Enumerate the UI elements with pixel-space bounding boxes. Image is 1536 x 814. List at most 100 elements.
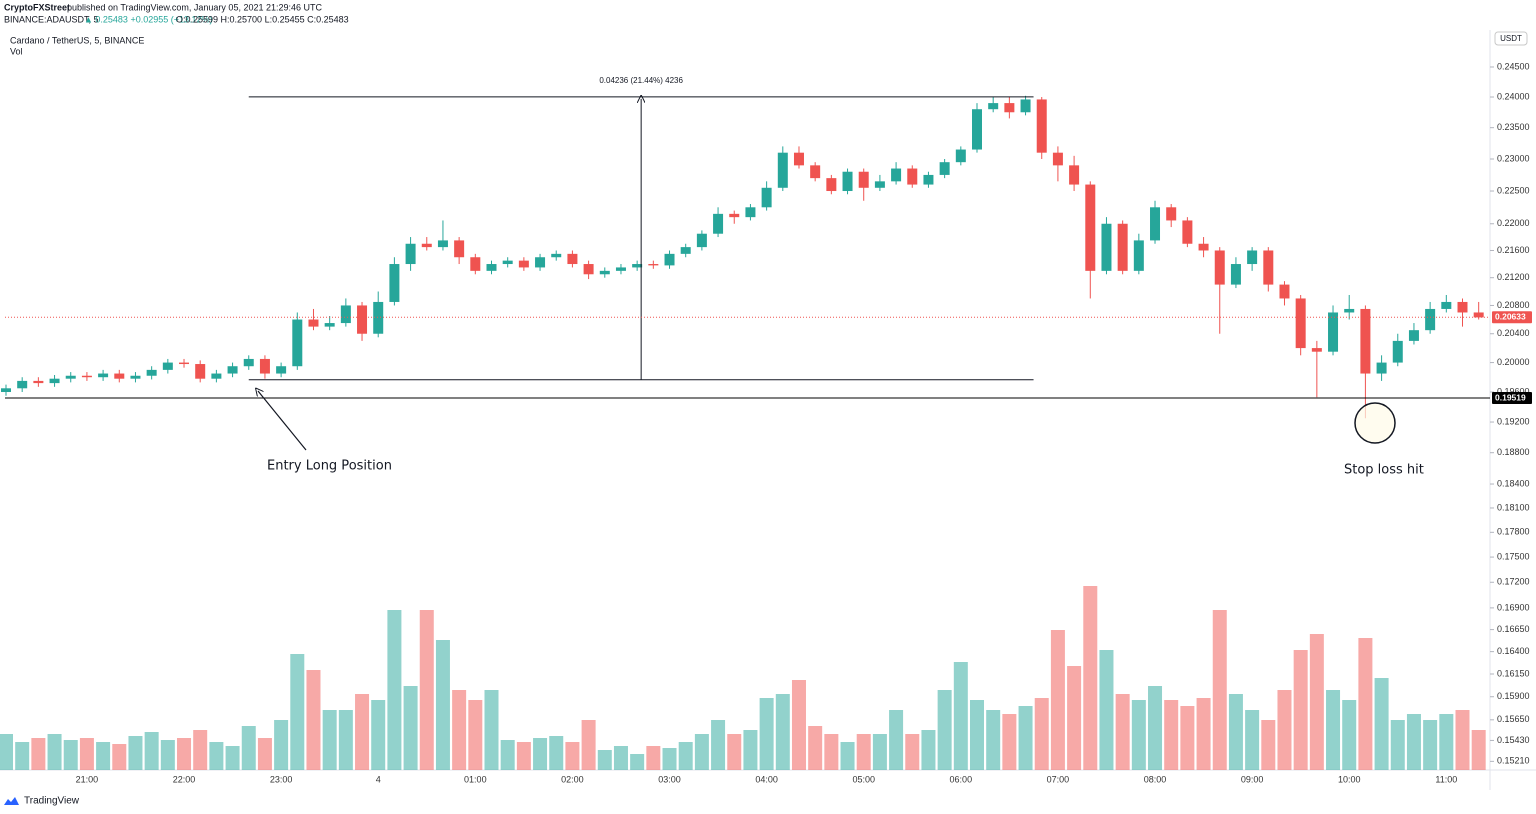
volume-bar <box>711 720 726 770</box>
volume-bar <box>565 742 580 770</box>
candle-body <box>1392 340 1403 363</box>
y-tick-label: 0.21600 <box>1497 245 1530 255</box>
candle-body <box>211 373 222 379</box>
volume-bar <box>63 740 78 770</box>
volume-bar <box>856 734 871 770</box>
volume-bar <box>1228 694 1243 770</box>
volume-bar <box>1471 730 1486 770</box>
candle-body <box>1311 348 1322 352</box>
volume-bar <box>419 610 434 770</box>
candle-body <box>891 168 902 182</box>
candle-body <box>1441 301 1452 309</box>
candle-body <box>777 152 788 188</box>
volume-bar <box>937 690 952 770</box>
candle-body <box>842 171 853 192</box>
x-tick-label: 22:00 <box>173 774 196 784</box>
candle-body <box>1150 207 1161 241</box>
volume-bar <box>1374 678 1389 770</box>
candle-body <box>518 260 529 268</box>
candle-body <box>1069 165 1080 185</box>
x-tick-label: 08:00 <box>1144 774 1167 784</box>
x-tick-label: 02:00 <box>561 774 584 784</box>
unit-label: USDT <box>1500 34 1522 43</box>
volume-bar <box>1326 690 1341 770</box>
y-tick-label: 0.23500 <box>1497 122 1530 132</box>
candle-body <box>421 243 432 248</box>
candle-body <box>615 267 626 271</box>
volume-bar <box>1245 710 1260 770</box>
volume-bar <box>1067 666 1082 770</box>
x-tick-label: 03:00 <box>658 774 681 784</box>
candle-body <box>340 305 351 324</box>
y-tick-label: 0.15650 <box>1497 714 1530 724</box>
volume-bar <box>1358 638 1373 770</box>
volume-bar <box>79 738 94 770</box>
volume-label: Vol <box>10 46 23 56</box>
y-tick-label: 0.16650 <box>1497 624 1530 634</box>
candle-body <box>1425 308 1436 331</box>
y-tick-label: 0.16900 <box>1497 602 1530 612</box>
candle-body <box>1230 264 1241 285</box>
symbol: BINANCE:ADAUSDT, 5 <box>4 14 99 24</box>
y-tick-label: 0.17800 <box>1497 527 1530 537</box>
candle-body <box>243 358 254 367</box>
volume-bar <box>775 694 790 770</box>
entry-annotation: Entry Long Position <box>267 459 392 474</box>
candle-body <box>632 264 643 268</box>
candle-body <box>470 257 481 271</box>
volume-bar <box>47 734 62 770</box>
volume-bar <box>1455 710 1470 770</box>
volume-bar <box>694 734 709 770</box>
volume-bar <box>160 740 175 770</box>
volume-bar <box>1180 706 1195 770</box>
x-tick-label: 04:00 <box>755 774 778 784</box>
candle-body <box>939 162 950 175</box>
volume-bar <box>322 710 337 770</box>
volume-bar <box>241 726 256 770</box>
volume-bar <box>759 698 774 770</box>
y-tick-label: 0.18800 <box>1497 447 1530 457</box>
candle-body <box>49 378 60 384</box>
brand: TradingView <box>24 796 80 807</box>
candle-body <box>858 171 869 188</box>
candle-body <box>713 213 724 234</box>
candle-body <box>1376 362 1387 374</box>
volume-bar <box>355 694 370 770</box>
volume-bar <box>889 710 904 770</box>
candle-body <box>437 240 448 248</box>
volume-bar <box>808 726 823 770</box>
volume-bar <box>306 670 321 770</box>
candle-body <box>1117 223 1128 271</box>
candle-body <box>551 253 562 258</box>
volume-bar <box>209 742 224 770</box>
candle-body <box>373 301 384 334</box>
candle-body <box>486 264 497 271</box>
volume-bar <box>872 734 887 770</box>
y-tick-label: 0.16400 <box>1497 646 1530 656</box>
candle-body <box>599 270 610 275</box>
volume-bar <box>953 662 968 770</box>
candle-body <box>1360 308 1371 374</box>
stop-circle <box>1354 402 1396 444</box>
candle-body <box>130 375 141 379</box>
y-tick-label: 0.18400 <box>1497 478 1530 488</box>
candle-body <box>1328 312 1339 352</box>
candle-body <box>405 243 416 265</box>
candle-body <box>567 253 578 265</box>
candle-body <box>745 207 756 218</box>
candle-body <box>793 152 804 166</box>
y-tick-label: 0.15210 <box>1497 756 1530 766</box>
volume-bar <box>274 720 289 770</box>
candle-body <box>1004 103 1015 113</box>
candle-body <box>648 264 659 266</box>
brand-logo <box>4 797 19 805</box>
candle-body <box>1344 308 1355 313</box>
candle-body <box>810 165 821 179</box>
volume-bar <box>1002 714 1017 770</box>
volume-bar <box>581 720 596 770</box>
candle-body <box>1457 301 1468 313</box>
candle-body <box>988 103 999 110</box>
volume-bar <box>727 734 742 770</box>
volume-bar <box>290 654 305 770</box>
